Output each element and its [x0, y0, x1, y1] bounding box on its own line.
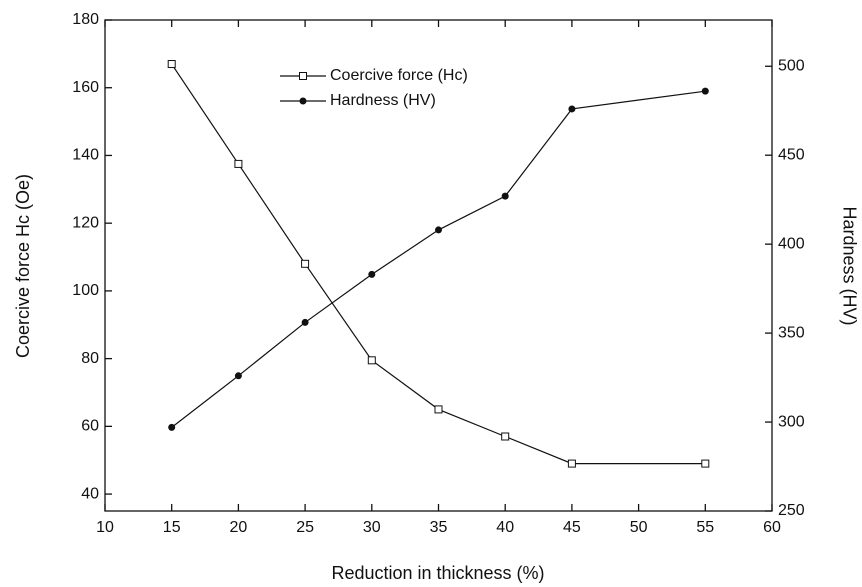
y-tick-label: 60: [81, 418, 99, 435]
x-tick-label: 25: [296, 519, 314, 536]
y2-tick-label: 250: [778, 502, 805, 519]
point: [567, 459, 576, 468]
point: [435, 226, 442, 234]
y-tick-label: 180: [72, 11, 99, 28]
point: [501, 432, 510, 441]
y-tick-label: 100: [72, 282, 99, 299]
x-tick-label: 10: [96, 519, 114, 536]
x-tick-label: 35: [430, 519, 448, 536]
point: [234, 372, 242, 380]
y-tick-label: 160: [72, 79, 99, 96]
legend-label: Coercive force (Hc): [330, 67, 468, 84]
y2-tick-label: 500: [778, 57, 805, 74]
y2-axis-label: Hardness (HV): [839, 206, 859, 325]
x-tick-label: 55: [696, 519, 714, 536]
line: [171, 63, 706, 465]
y2-tick-label: 450: [778, 146, 805, 163]
point: [234, 159, 243, 168]
y-tick-label: 40: [81, 485, 99, 502]
y2-tick-label: 400: [778, 235, 805, 252]
x-tick-label: 50: [630, 519, 648, 536]
point: [501, 192, 509, 200]
y-tick-label: 80: [81, 350, 99, 367]
y2-tick-label: 300: [778, 413, 805, 430]
x-tick-label: 20: [230, 519, 248, 536]
plot-frame: [104, 19, 773, 512]
x-tick-label: 60: [763, 519, 781, 536]
x-tick-label: 45: [563, 519, 581, 536]
line: [171, 90, 706, 428]
point: [701, 459, 710, 468]
point: [434, 405, 443, 414]
point: [568, 105, 576, 113]
y-axis-label: Coercive force Hc (Oe): [13, 174, 33, 358]
point: [701, 87, 709, 95]
point: [168, 423, 176, 431]
point: [301, 318, 309, 326]
legend-marker: [299, 97, 307, 105]
point: [167, 60, 176, 69]
point: [301, 259, 310, 268]
point: [368, 270, 376, 278]
x-tick-label: 30: [363, 519, 381, 536]
y2-tick-label: 350: [778, 324, 805, 341]
legend-marker: [299, 72, 307, 80]
legend-label: Hardness (HV): [330, 92, 436, 109]
y-tick-label: 140: [72, 147, 99, 164]
x-axis-label: Reduction in thickness (%): [331, 563, 544, 583]
x-tick-label: 40: [496, 519, 514, 536]
x-tick-label: 15: [163, 519, 181, 536]
y-tick-label: 120: [72, 214, 99, 231]
point: [367, 356, 376, 365]
